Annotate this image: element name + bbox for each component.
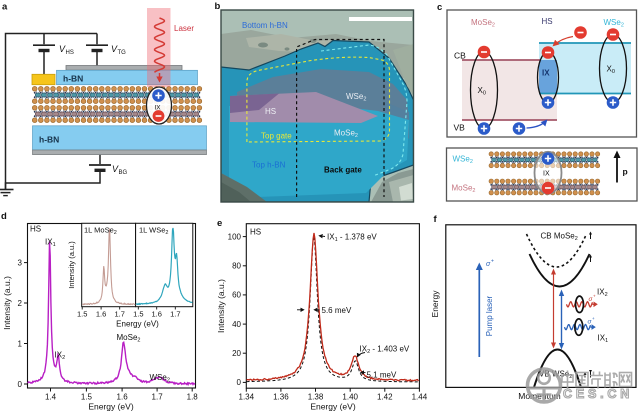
svg-text:IX2: IX2 [597,288,608,299]
svg-text:Momentum: Momentum [518,391,561,401]
svg-text:5.1 meV: 5.1 meV [367,371,397,380]
svg-text:1.44: 1.44 [412,393,428,402]
svg-text:d: d [1,211,7,222]
svg-text:h-BN: h-BN [63,74,83,84]
svg-text:Laser: Laser [174,24,194,33]
svg-text:Back gate: Back gate [324,166,362,175]
svg-text:1.36: 1.36 [273,393,289,402]
svg-text:Energy: Energy [430,290,440,318]
svg-text:1.4: 1.4 [45,393,57,402]
svg-text:σ: σ [589,296,594,303]
svg-text:40: 40 [232,320,241,329]
svg-text:2: 2 [18,299,23,308]
svg-text:20: 20 [232,349,241,358]
svg-text:1.5: 1.5 [81,393,93,402]
svg-text:V: V [111,44,118,54]
svg-text:1.7: 1.7 [170,310,180,319]
svg-text:1.38: 1.38 [308,393,324,402]
svg-text:+: + [593,294,596,299]
svg-text:1.6: 1.6 [96,310,106,319]
svg-text:1.5: 1.5 [77,310,87,319]
svg-text:+: + [491,259,494,265]
svg-text:CB: CB [454,51,466,61]
svg-text:MoSe2: MoSe2 [452,184,476,195]
svg-text:WSe2: WSe2 [453,155,473,166]
svg-text:WSe2: WSe2 [150,373,170,384]
svg-text:Intensity (a.u.): Intensity (a.u.) [216,279,226,333]
svg-text:HS: HS [66,50,74,56]
svg-text:1.6: 1.6 [151,310,161,319]
svg-text:1L WSe2: 1L WSe2 [139,226,168,237]
svg-text:1.5: 1.5 [133,310,143,319]
svg-text:WSe2: WSe2 [604,18,624,29]
svg-text:1.34: 1.34 [239,393,255,402]
svg-text:e: e [217,218,222,229]
svg-text:Pump laser: Pump laser [485,295,494,336]
svg-text:Energy (eV): Energy (eV) [310,402,356,412]
svg-text:1: 1 [18,339,23,348]
svg-text:100: 100 [228,232,242,241]
svg-text:+: + [592,316,595,321]
svg-text:1.7: 1.7 [152,393,164,402]
svg-text:VB: VB [454,123,466,133]
svg-text:1.8: 1.8 [187,393,199,402]
svg-text:HS: HS [30,225,41,234]
svg-text:V: V [112,164,119,174]
svg-text:1L MoSe2: 1L MoSe2 [84,226,117,237]
svg-text:Intensity (a.u.): Intensity (a.u.) [2,276,12,330]
svg-text:h-BN: h-BN [39,135,59,145]
svg-text:BG: BG [119,170,128,176]
svg-text:80: 80 [232,262,241,271]
svg-text:p: p [623,167,628,177]
svg-text:1.42: 1.42 [377,393,393,402]
svg-text:MoSe2: MoSe2 [471,18,495,29]
svg-text:IX: IX [542,69,550,78]
svg-text:1.6: 1.6 [117,393,129,402]
svg-text:Energy (eV): Energy (eV) [88,402,134,412]
svg-text:MoSe2: MoSe2 [117,333,141,344]
svg-text:3: 3 [18,258,23,267]
svg-text:IX: IX [155,105,162,112]
svg-text:V: V [59,44,66,54]
svg-text:IX2 - 1.403 eV: IX2 - 1.403 eV [360,345,410,356]
svg-text:a: a [2,2,8,13]
svg-text:MoSe2: MoSe2 [334,129,358,140]
svg-text:f: f [434,214,438,225]
svg-text:σ: σ [588,319,593,326]
svg-text:CES.CN: CES.CN [563,387,633,401]
svg-text:60: 60 [232,291,241,300]
svg-text:Bottom h-BN: Bottom h-BN [242,21,288,30]
svg-text:CB MoSe2: CB MoSe2 [541,232,578,243]
svg-text:IX1: IX1 [45,238,56,249]
svg-text:HS: HS [250,228,261,237]
svg-text:σ: σ [486,261,491,268]
svg-text:Top gate: Top gate [261,132,292,141]
svg-text:0: 0 [237,378,242,387]
svg-text:Intensity (a.u.): Intensity (a.u.) [67,241,76,289]
svg-text:IX2: IX2 [55,351,66,362]
svg-text:Top h-BN: Top h-BN [252,161,286,170]
svg-text:X0: X0 [607,65,615,76]
svg-text:b: b [215,1,221,12]
svg-text:TG: TG [118,50,127,56]
svg-text:X0: X0 [478,86,486,97]
svg-text:5.6 meV: 5.6 meV [322,306,352,315]
svg-text:Energy (eV): Energy (eV) [116,320,159,329]
svg-text:IX: IX [543,171,550,178]
svg-text:IX1: IX1 [598,334,609,345]
svg-text:HS: HS [265,107,276,116]
svg-text:1.7: 1.7 [114,310,124,319]
svg-text:IX1 - 1.378 eV: IX1 - 1.378 eV [327,233,377,244]
svg-text:WSe2: WSe2 [346,92,366,103]
svg-text:c: c [437,2,442,13]
svg-text:HS: HS [542,17,553,26]
svg-text:0: 0 [18,380,23,389]
svg-text:1.40: 1.40 [342,393,358,402]
